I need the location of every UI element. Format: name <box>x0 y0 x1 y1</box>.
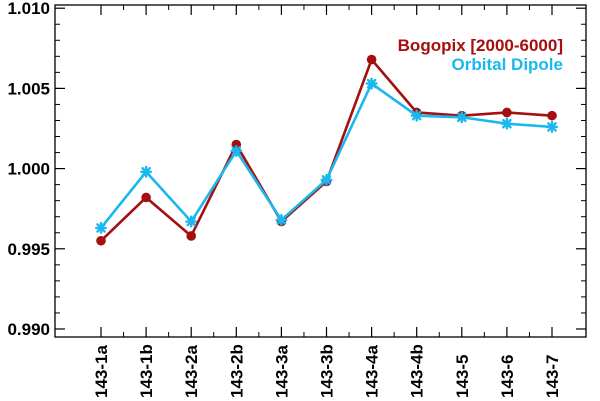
series-line-1 <box>99 82 553 229</box>
asterisk-stroke <box>411 110 422 121</box>
data-point-1 <box>230 144 243 157</box>
data-point-1 <box>185 215 198 228</box>
legend-entry-0: Bogopix [2000-6000] <box>398 36 563 55</box>
data-point-1 <box>365 77 378 90</box>
data-point-1 <box>546 120 558 133</box>
x-tick-label: 143-3a <box>272 345 291 398</box>
legend-entry-1: Orbital Dipole <box>452 55 563 74</box>
data-point-1 <box>320 173 333 186</box>
asterisk-stroke <box>547 122 557 132</box>
data-point-0 <box>502 107 512 118</box>
asterisk-stroke <box>366 78 377 89</box>
data-point-0 <box>366 54 377 65</box>
asterisk-stroke <box>276 215 287 225</box>
x-tick-label: 143-4b <box>408 344 427 398</box>
data-point-1 <box>500 117 513 130</box>
x-tick-label: 143-4a <box>363 345 382 398</box>
asterisk-stroke <box>141 167 151 177</box>
data-point-0 <box>547 110 557 121</box>
asterisk-stroke <box>321 175 332 185</box>
data-point-1 <box>140 165 153 178</box>
asterisk-stroke <box>231 146 242 156</box>
y-tick-label: 0.990 <box>7 320 50 339</box>
data-point-0 <box>141 192 151 203</box>
series-line-0 <box>100 58 553 242</box>
x-tick-label: 143-5 <box>453 355 472 398</box>
x-tick-label: 143-1a <box>92 345 111 398</box>
data-point-1 <box>455 111 468 124</box>
y-tick-label: 1.000 <box>7 160 50 179</box>
data-point-1 <box>275 213 288 226</box>
legend: Bogopix [2000-6000]Orbital Dipole <box>398 36 563 74</box>
x-tick-label: 143-1b <box>137 344 156 398</box>
x-axis-ticks: 143-1a 143-1b 143-2a 143-2b 143-3a 143-3b 143-… <box>92 5 562 398</box>
asterisk-stroke <box>96 223 106 233</box>
y-axis-ticks: 0.990 0.995 1.000 1.005 1.010 <box>7 0 586 339</box>
asterisk-stroke <box>502 118 512 129</box>
x-tick-label: 143-2a <box>182 345 201 398</box>
data-point-1 <box>410 109 423 122</box>
y-tick-label: 1.005 <box>7 79 50 98</box>
axes <box>54 4 587 338</box>
x-tick-label: 143-7 <box>543 355 562 398</box>
data-point-0 <box>186 231 196 241</box>
data-point-0 <box>96 235 106 246</box>
x-tick-label: 143-3b <box>318 344 337 398</box>
x-tick-label: 143-6 <box>498 355 517 398</box>
series-group <box>94 54 558 246</box>
y-tick-label: 1.010 <box>7 0 50 18</box>
asterisk-stroke <box>186 216 197 227</box>
plot-frame <box>54 4 587 338</box>
y-tick-label: 0.995 <box>7 240 50 259</box>
asterisk-stroke <box>457 112 467 123</box>
x-tick-label: 143-2b <box>227 344 246 398</box>
data-point-1 <box>94 221 108 234</box>
